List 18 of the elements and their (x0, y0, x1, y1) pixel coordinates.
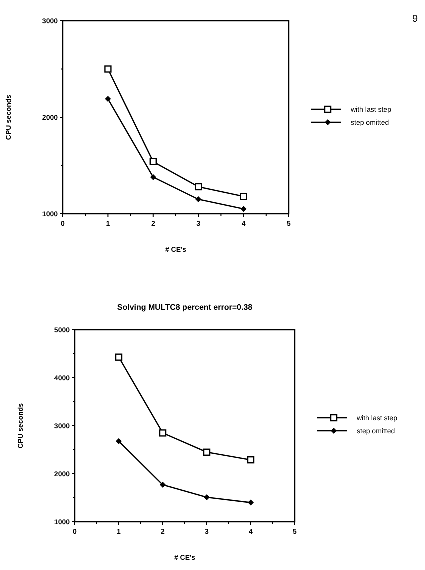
point (204, 494, 210, 501)
point (195, 183, 202, 191)
point (150, 174, 156, 180)
point (115, 354, 123, 361)
point (240, 206, 247, 212)
point (247, 456, 255, 464)
point (160, 482, 166, 488)
point (203, 448, 211, 456)
text: 9 (412, 14, 418, 25)
point (196, 196, 202, 203)
chart-title: Solving MULTC8 percent error=0.38 (117, 303, 254, 312)
point (104, 66, 112, 73)
point (116, 438, 122, 444)
point (248, 500, 254, 506)
point (150, 158, 157, 166)
point (159, 430, 167, 437)
point (240, 193, 248, 200)
point (105, 96, 112, 102)
